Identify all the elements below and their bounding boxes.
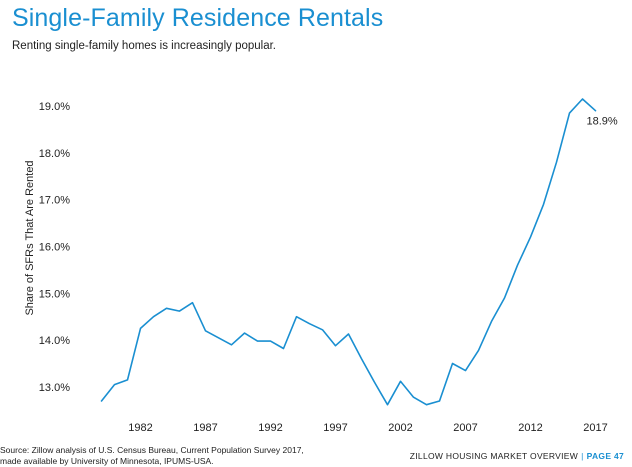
- series-line: [100, 98, 597, 406]
- y-tick-label: 17.0%: [39, 195, 70, 207]
- data-label: 18.9%: [587, 116, 618, 128]
- y-tick-label: 14.0%: [39, 335, 70, 347]
- x-tick-label: 1997: [323, 422, 347, 434]
- y-tick-label: 16.0%: [39, 242, 70, 254]
- x-axis-ticks: 1982 1987 1992 1997 2002 2007 2012 2017: [128, 422, 607, 434]
- x-tick-label: 2002: [388, 422, 412, 434]
- report-name: ZILLOW HOUSING MARKET OVERVIEW: [409, 451, 579, 461]
- y-tick-label: 19.0%: [39, 101, 70, 113]
- page-subtitle: Renting single-family homes is increasin…: [12, 40, 276, 52]
- footer-separator: |: [581, 451, 584, 461]
- y-tick-label: 18.0%: [39, 148, 70, 160]
- source-line-2: made available by University of Minnesot…: [0, 455, 214, 466]
- y-axis-ticks: 13.0% 14.0% 15.0% 16.0% 17.0% 18.0% 19.0%: [39, 101, 70, 394]
- x-tick-label: 2007: [453, 422, 477, 434]
- x-tick-label: 2012: [518, 422, 542, 434]
- y-tick-label: 13.0%: [39, 382, 70, 394]
- page-title: Single-Family Residence Rentals: [12, 4, 384, 32]
- x-tick-label: 2017: [583, 422, 607, 434]
- y-axis-label: Share of SFRs That Are Rented: [24, 160, 36, 315]
- x-tick-label: 1992: [258, 422, 282, 434]
- page-number: PAGE 47: [586, 451, 624, 461]
- y-tick-label: 15.0%: [39, 288, 70, 300]
- x-tick-label: 1982: [128, 422, 152, 434]
- x-tick-label: 1987: [193, 422, 217, 434]
- source-line-1: Source: Zillow analysis of U.S. Census B…: [0, 445, 304, 455]
- source-note: Source: Zillow analysis of U.S. Census B…: [0, 445, 304, 466]
- series-group: [100, 98, 597, 406]
- annotations: 18.9%: [587, 116, 618, 128]
- report-footer: ZILLOW HOUSING MARKET OVERVIEW | PAGE 47: [410, 451, 624, 461]
- line-chart: 13.0% 14.0% 15.0% 16.0% 17.0% 18.0% 19.0% 1982…: [24, 98, 618, 434]
